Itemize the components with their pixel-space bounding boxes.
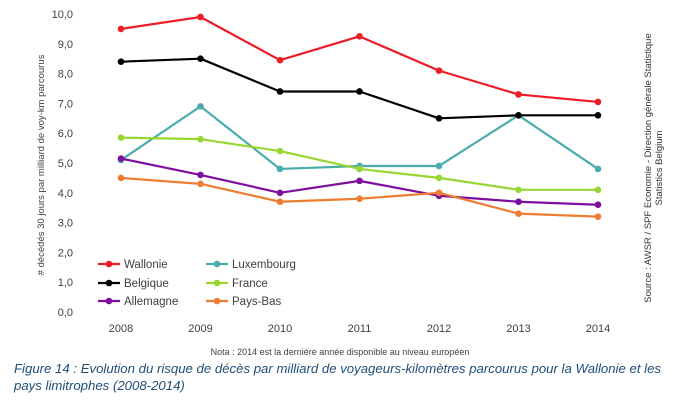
data-point-allemagne bbox=[356, 177, 363, 185]
data-point-belgique bbox=[356, 88, 363, 95]
data-point-luxembourg bbox=[276, 165, 284, 173]
data-point-pays-bas bbox=[356, 195, 363, 203]
series-wallonie bbox=[117, 13, 602, 106]
legend-label: France bbox=[232, 278, 268, 290]
data-point-allemagne bbox=[117, 155, 125, 162]
data-point-allemagne bbox=[276, 189, 284, 197]
legend-item-france: France bbox=[206, 278, 268, 290]
data-point-luxembourg bbox=[197, 103, 204, 110]
y-tick-label: 4,0 bbox=[58, 188, 73, 200]
chart-note: Nota : 2014 est la dernière année dispon… bbox=[210, 347, 470, 357]
data-point-france bbox=[594, 186, 602, 194]
data-point-pays-bas bbox=[515, 210, 522, 217]
y-tick-label: 0,0 bbox=[58, 307, 73, 319]
data-point-pays-bas bbox=[435, 189, 443, 197]
legend-swatch-marker bbox=[213, 260, 221, 268]
data-point-wallonie bbox=[435, 67, 443, 74]
data-point-allemagne bbox=[594, 201, 602, 209]
data-point-wallonie bbox=[276, 56, 284, 64]
x-tick-label: 2013 bbox=[506, 323, 530, 335]
legend-label: Allemagne bbox=[124, 296, 178, 308]
data-point-allemagne bbox=[515, 198, 522, 206]
data-point-france bbox=[435, 174, 443, 182]
legend-item-luxembourg: Luxembourg bbox=[206, 259, 296, 271]
y-tick-label: 2,0 bbox=[58, 247, 73, 259]
data-point-wallonie bbox=[117, 25, 125, 33]
y-tick-label: 10,0 bbox=[52, 9, 73, 21]
data-point-pays-bas bbox=[197, 180, 204, 188]
y-axis: 0,0 1,0 2,0 3,0 4,0 5,0 6,0 7,0 8,0 9,0 10,0 bbox=[52, 9, 73, 319]
legend-item-pays-bas: Pays-Bas bbox=[206, 296, 281, 308]
data-point-pays-bas bbox=[117, 174, 125, 182]
data-point-pays-bas bbox=[276, 198, 284, 206]
legend-label: Luxembourg bbox=[232, 259, 296, 271]
data-point-france bbox=[117, 134, 125, 141]
data-point-allemagne bbox=[197, 171, 204, 179]
data-point-pays-bas bbox=[594, 213, 602, 220]
y-tick-label: 9,0 bbox=[58, 39, 73, 51]
series-pays-bas bbox=[117, 174, 602, 220]
line-chart: 0,01,02,03,04,05,06,07,08,09,010,0 2008 2… bbox=[36, 9, 665, 335]
legend-label: Belgique bbox=[124, 278, 169, 290]
legend-item-allemagne: Allemagne bbox=[98, 296, 178, 308]
y-tick-label: 6,0 bbox=[58, 128, 73, 140]
series-group bbox=[117, 13, 602, 220]
data-point-belgique bbox=[197, 55, 204, 62]
source-line-1: Source : AWSR / SPF Economie - Direction… bbox=[643, 33, 654, 302]
legend-swatch-marker bbox=[213, 279, 221, 287]
source-line-2: Statistics Belgium bbox=[654, 130, 665, 205]
series-france bbox=[117, 134, 602, 194]
figure-caption: Figure 14 : Evolution du risque de décès… bbox=[14, 361, 662, 393]
data-point-wallonie bbox=[356, 33, 363, 40]
series-luxembourg bbox=[117, 103, 602, 173]
legend-swatch-marker bbox=[105, 260, 113, 268]
data-point-belgique bbox=[117, 58, 125, 65]
x-axis: 2008 2009 2010 2011 2012 2013 2014 bbox=[109, 323, 610, 335]
y-axis-label: # décédés 30 jours par milliard de voy-k… bbox=[36, 54, 47, 275]
data-point-belgique bbox=[515, 112, 522, 119]
x-tick-label: 2010 bbox=[268, 323, 292, 335]
data-point-france bbox=[276, 147, 284, 155]
legend-item-wallonie: Wallonie bbox=[98, 259, 168, 271]
y-tick-label: 1,0 bbox=[58, 277, 73, 289]
series-belgique bbox=[117, 55, 602, 122]
data-point-france bbox=[356, 165, 363, 173]
legend-label: Wallonie bbox=[124, 259, 168, 271]
y-tick-label: 3,0 bbox=[58, 218, 73, 230]
x-tick-label: 2012 bbox=[427, 323, 451, 335]
data-point-france bbox=[515, 186, 522, 194]
legend-swatch-marker bbox=[213, 297, 221, 305]
data-point-wallonie bbox=[197, 13, 204, 21]
y-tick-label: 7,0 bbox=[58, 98, 73, 110]
legend-swatch-marker bbox=[105, 297, 113, 305]
data-point-luxembourg bbox=[594, 165, 602, 173]
data-point-luxembourg bbox=[435, 162, 443, 170]
data-point-belgique bbox=[594, 112, 602, 119]
x-tick-label: 2009 bbox=[188, 323, 212, 335]
x-tick-label: 2011 bbox=[348, 323, 372, 335]
legend-item-belgique: Belgique bbox=[98, 278, 169, 290]
y-tick-label: 8,0 bbox=[58, 69, 73, 81]
data-point-wallonie bbox=[515, 91, 522, 98]
data-point-belgique bbox=[276, 88, 284, 95]
data-point-france bbox=[197, 135, 204, 143]
legend-swatch-marker bbox=[105, 279, 113, 287]
legend-label: Pays-Bas bbox=[232, 296, 281, 308]
x-tick-label: 2008 bbox=[109, 323, 133, 335]
data-point-wallonie bbox=[594, 98, 602, 106]
data-point-belgique bbox=[435, 115, 443, 122]
x-tick-label: 2014 bbox=[586, 323, 610, 335]
y-tick-label: 5,0 bbox=[58, 158, 73, 170]
legend: Wallonie Luxembourg Belgique France Allemagn… bbox=[98, 259, 296, 308]
